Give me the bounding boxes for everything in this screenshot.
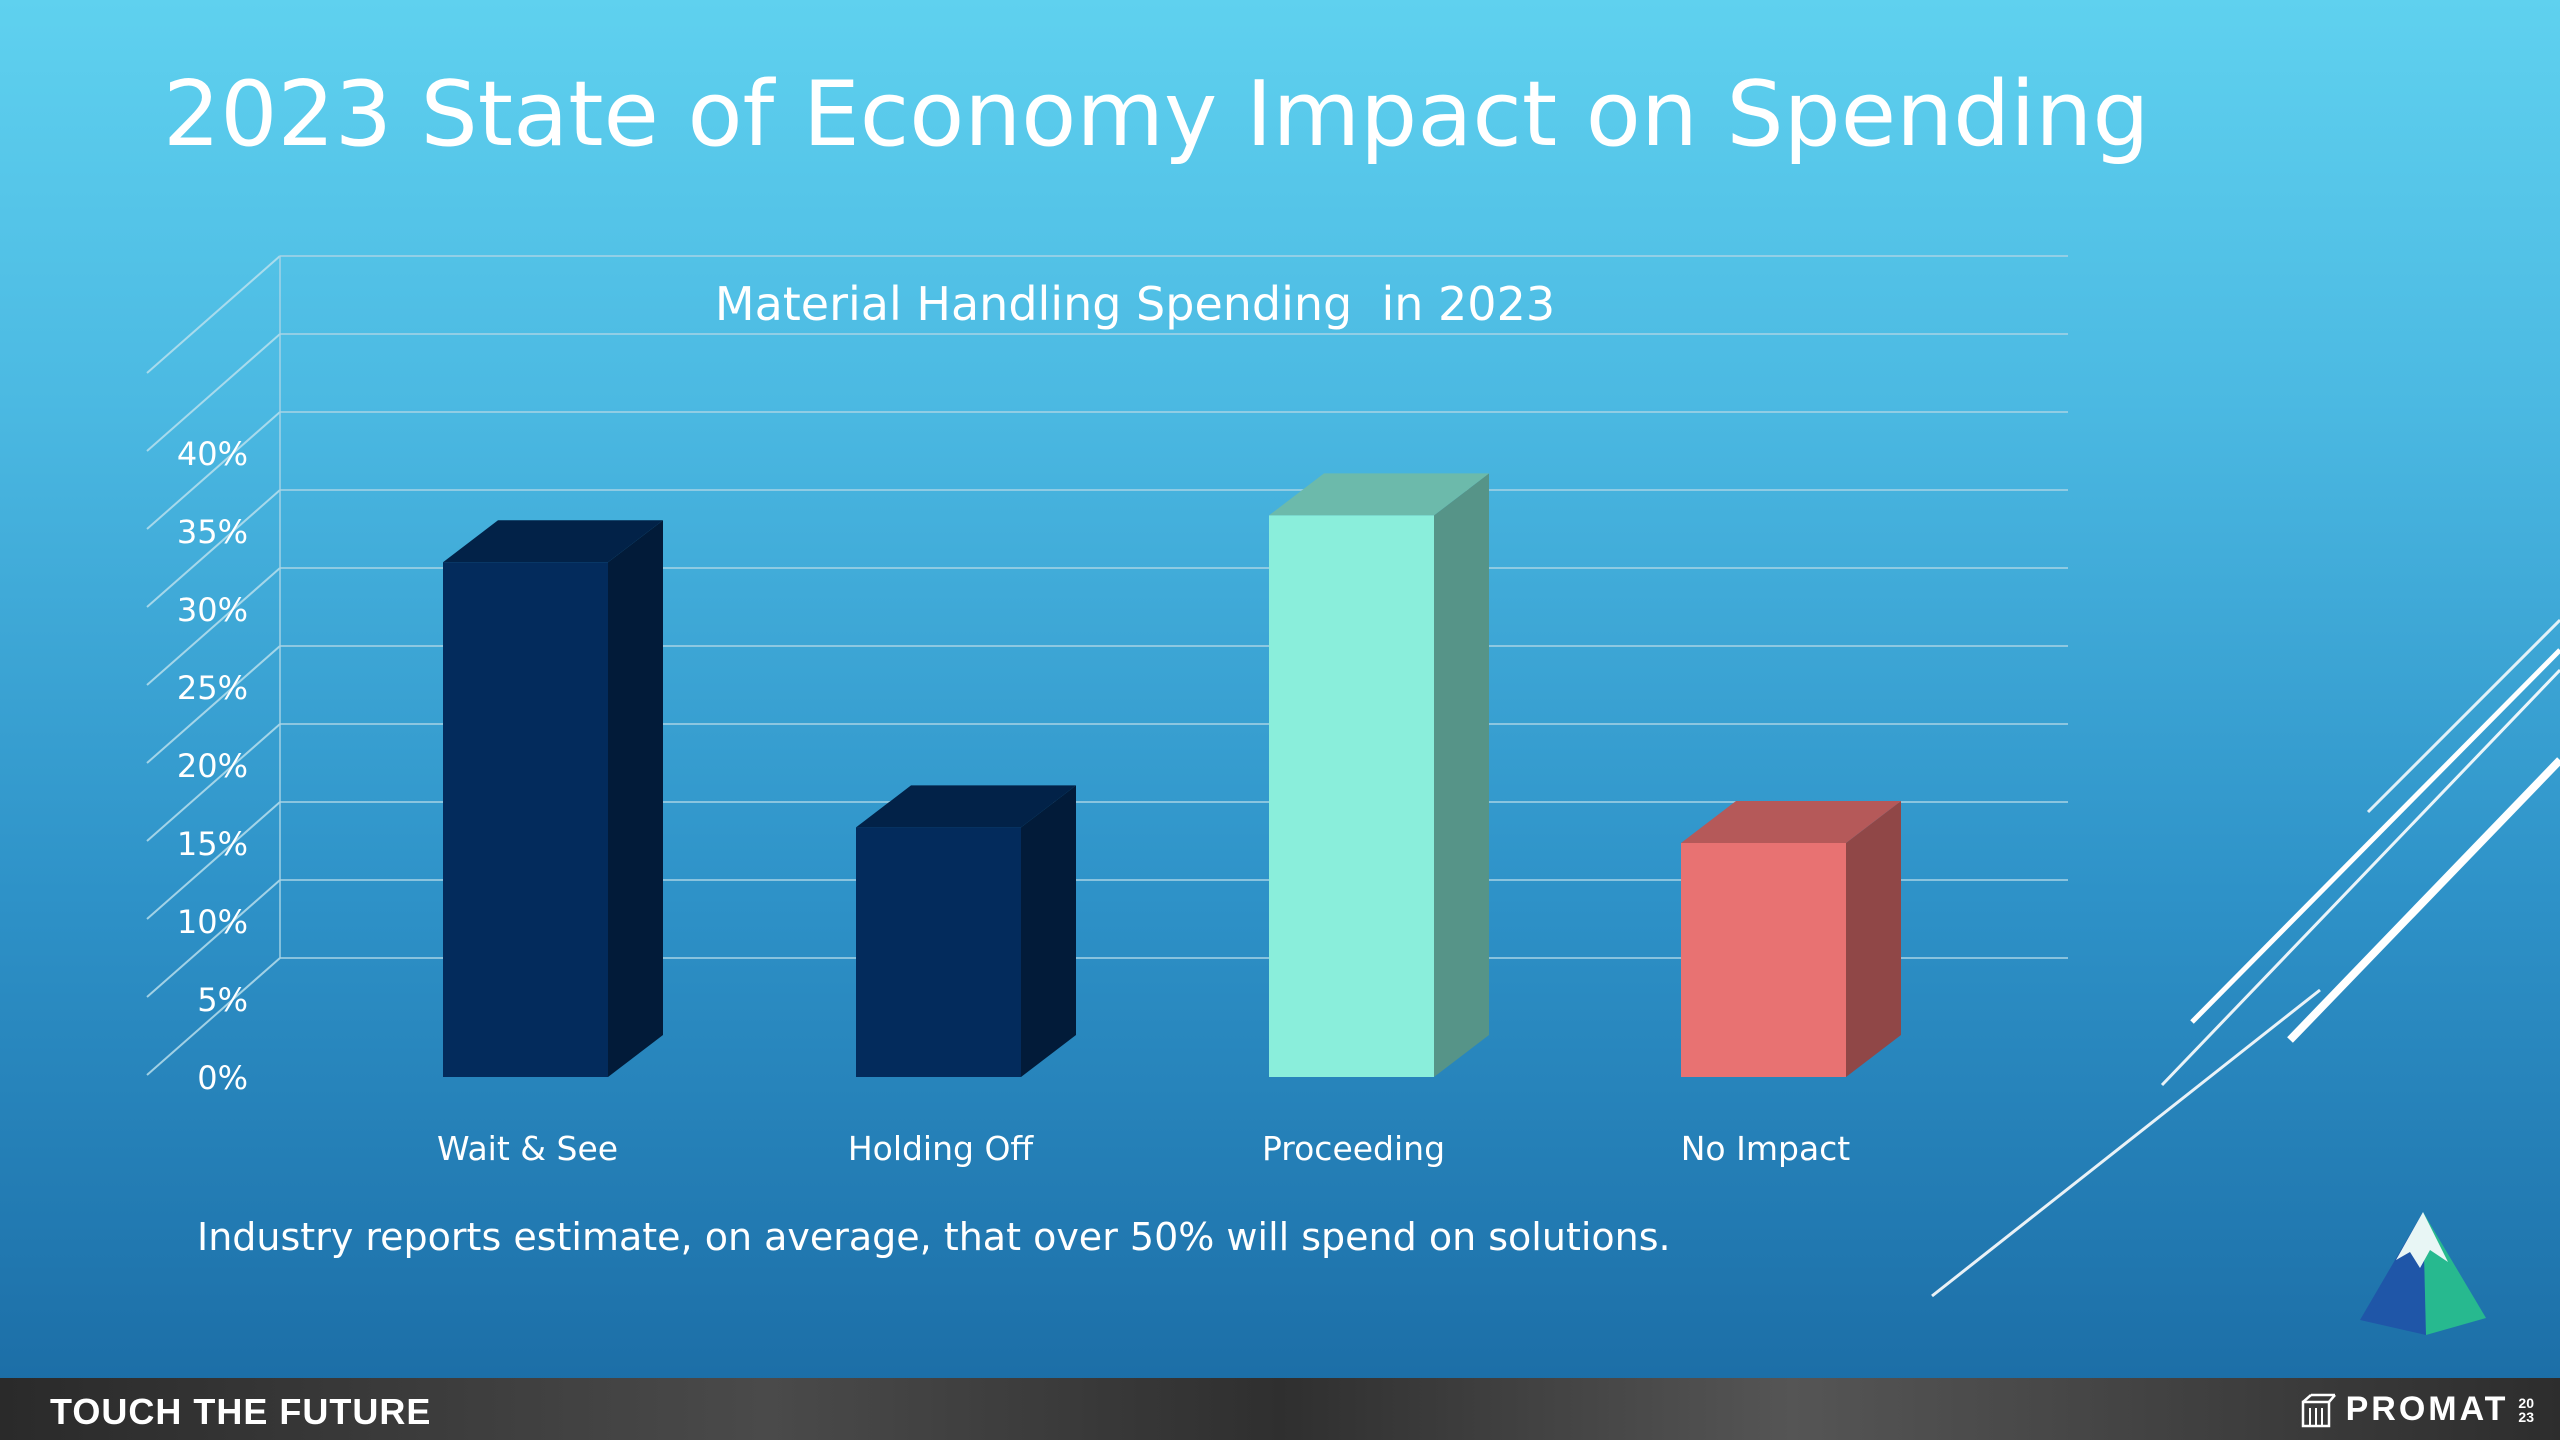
y-axis-tick-labels: 0% 5% 10% 15% 20% 25% 30% 35% 40%	[177, 435, 248, 1097]
y-tick-label: 0%	[197, 1059, 248, 1097]
bar-chart: Material Handling Spending in 2023 0% 5% 1…	[146, 255, 2068, 1168]
footer-brand: PROMAT 20 23	[2300, 1390, 2534, 1429]
chart-bars	[443, 473, 1901, 1077]
y-tick-label: 25%	[177, 669, 248, 707]
y-tick-label: 35%	[177, 513, 248, 551]
x-category-label: Wait & See	[437, 1129, 618, 1168]
gridline-depth	[146, 957, 281, 1076]
gridline-depth	[146, 567, 281, 686]
promat-logo-icon	[2301, 1393, 2336, 1427]
y-tick-label: 20%	[177, 747, 248, 785]
bar-no-impact	[1681, 801, 1901, 1077]
caption: Industry reports estimate, on average, t…	[197, 1215, 1671, 1259]
bar-side	[1021, 785, 1076, 1077]
decorative-diagonal-lines	[0, 0, 2560, 1378]
footer-bar: TOUCH THE FUTURE PROMAT 20 23	[0, 1378, 2560, 1440]
y-tick-label: 40%	[177, 435, 248, 473]
y-tick-label: 30%	[177, 591, 248, 629]
footer-slogan: TOUCH THE FUTURE	[50, 1391, 432, 1432]
gridline-depth	[146, 411, 281, 530]
chart-title: Material Handling Spending in 2023	[715, 277, 1555, 331]
bar-side	[1846, 801, 1901, 1077]
gridline-depth	[146, 723, 281, 842]
y-tick-label: 5%	[197, 981, 248, 1019]
gridline-depth	[146, 645, 281, 764]
bar-top	[443, 520, 663, 563]
footer-brand-year-top: 20	[2518, 1394, 2534, 1411]
bar-holding-off	[856, 785, 1076, 1077]
mountain-logo-icon	[2360, 1212, 2486, 1335]
x-axis-category-labels: Wait & See Holding Off Proceeding No Impact	[437, 1129, 1850, 1168]
bar-front	[443, 562, 608, 1077]
gridline-depth	[146, 333, 281, 452]
gridline-depth	[146, 879, 281, 998]
bar-top	[1681, 801, 1901, 843]
bar-wait-see	[443, 520, 663, 1077]
y-tick-label: 15%	[177, 825, 248, 863]
slide-title: 2023 State of Economy Impact on Spending	[163, 62, 2150, 167]
bar-front	[856, 827, 1021, 1077]
gridline-depth	[146, 255, 281, 374]
x-category-label: Proceeding	[1262, 1129, 1445, 1168]
gridline-depth	[146, 489, 281, 608]
gridline-depth	[146, 801, 281, 920]
x-category-label: Holding Off	[848, 1129, 1035, 1168]
bar-proceeding	[1269, 473, 1489, 1077]
footer-brand-year-bottom: 23	[2518, 1408, 2534, 1425]
bar-top	[856, 785, 1076, 828]
footer-brand-name: PROMAT	[2345, 1390, 2509, 1428]
bar-side	[1434, 473, 1489, 1077]
y-tick-label: 10%	[177, 903, 248, 941]
x-category-label: No Impact	[1681, 1129, 1851, 1168]
footer-brand-year: 20 23	[2518, 1396, 2534, 1424]
bar-side	[608, 520, 663, 1077]
bar-front	[1269, 515, 1434, 1077]
bar-top	[1269, 473, 1489, 516]
bar-front	[1681, 843, 1846, 1077]
